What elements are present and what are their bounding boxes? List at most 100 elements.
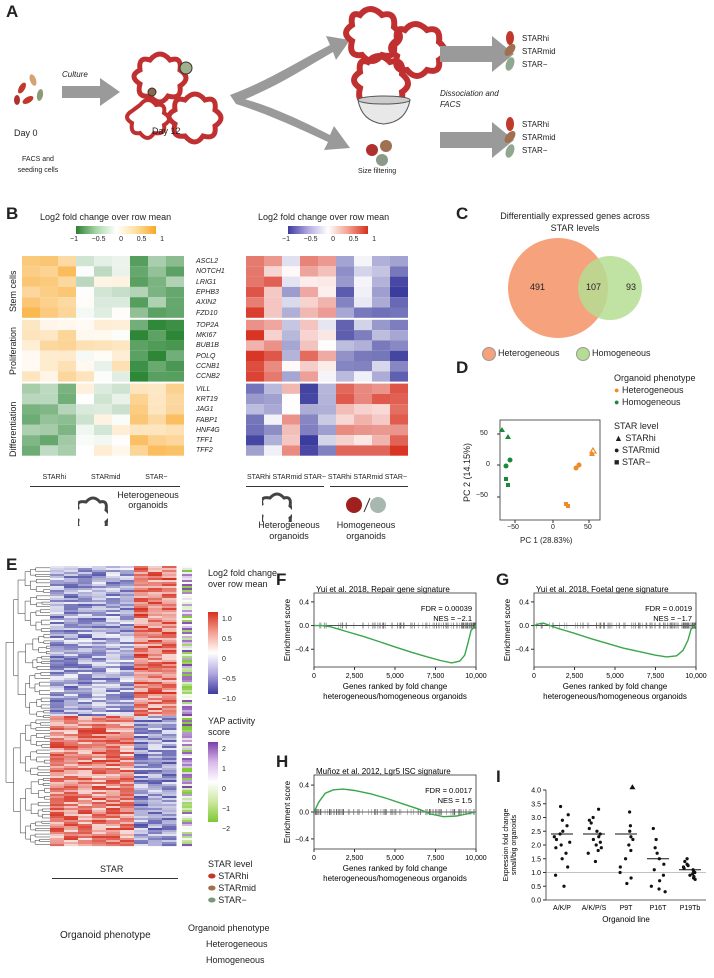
heatmap-e-row <box>78 700 93 703</box>
heatmap-cell <box>300 414 318 425</box>
heatmap-e-row <box>148 700 163 703</box>
heatmap-e-row <box>50 582 65 585</box>
heatmap-e-row <box>50 626 65 629</box>
e-pheno-legend: Organoid phenotype Heterogeneous Homogen… <box>188 923 270 965</box>
heatmap-e-row <box>134 678 149 681</box>
heatmap-e-row <box>106 734 121 737</box>
heatmap-cell <box>264 256 282 267</box>
yap-cell <box>182 676 192 679</box>
heatmap-e-row <box>92 670 107 673</box>
heatmap-e-row <box>148 758 163 761</box>
heatmap-e-row <box>120 610 135 613</box>
yap-cell <box>182 632 192 635</box>
heatmap-e-row <box>148 732 163 735</box>
heatmap-e-row <box>78 654 93 657</box>
heatmap-e-row <box>162 746 177 749</box>
heatmap-cell <box>94 307 112 318</box>
left-caption: Heterogeneous organoids <box>117 490 179 510</box>
heatmap-cell <box>300 319 318 331</box>
heatmap-cell <box>372 371 390 382</box>
heatmap-e-row <box>134 604 149 607</box>
heatmap-e-row <box>92 612 107 615</box>
heatmap-cell <box>318 266 336 277</box>
heatmap-e-row <box>134 740 149 743</box>
heatmap-cell <box>282 340 300 351</box>
heatmap-e-row <box>148 762 163 765</box>
heatmap-e-row <box>134 756 149 759</box>
heatmap-e-row <box>50 584 65 587</box>
heatmap-e-row <box>92 594 107 597</box>
heatmap-e-row <box>134 722 149 725</box>
heatmap-e-row <box>134 792 149 795</box>
heatmap-e-row <box>162 680 177 683</box>
heatmap-e-row <box>148 792 163 795</box>
data-point <box>623 857 628 861</box>
heatmap-e-row <box>134 608 149 611</box>
heatmap-e-row <box>64 588 79 591</box>
heatmap-e-row <box>134 582 149 585</box>
x-tick-label: 7,500 <box>427 673 445 680</box>
chart-title: Muñoz et al. 2012, Lgr5 ISC signature <box>316 767 451 776</box>
legend-het-swatch <box>482 347 496 361</box>
heatmap-cell <box>40 266 58 277</box>
gene-label: MKI67 <box>196 332 217 340</box>
heatmap-e-row <box>78 742 93 745</box>
chart-title: Yui et al. 2018, Repair gene signature <box>316 585 450 594</box>
heatmap-e-row <box>134 702 149 705</box>
heatmap-e-row <box>120 800 135 803</box>
heatmap-cell <box>264 435 282 446</box>
data-point <box>595 829 599 833</box>
heatmap-e-row <box>162 628 177 631</box>
heatmap-e-row <box>78 806 93 809</box>
heatmap-e-row <box>148 768 163 771</box>
heatmap-e-row <box>64 666 79 669</box>
heatmap-e-row <box>148 636 163 639</box>
x-tick-label: 2,500 <box>346 855 364 862</box>
heatmap-e-row <box>120 640 135 643</box>
heatmap-cell <box>22 307 40 318</box>
heatmap-e-row <box>92 642 107 645</box>
x-tick-label: 2,500 <box>346 673 364 680</box>
heatmap-cell <box>112 256 130 267</box>
data-point <box>652 868 656 872</box>
heatmap-e-row <box>120 780 135 783</box>
yap-cell <box>182 586 192 589</box>
heatmap-e-row <box>134 598 149 601</box>
e-x-phenotype: Organoid phenotype <box>60 930 151 941</box>
heatmap-e-row <box>120 718 135 721</box>
heatmap-cell <box>300 404 318 415</box>
heatmap-cell <box>58 371 76 382</box>
heatmap-e-row <box>148 638 163 641</box>
heatmap-e-row <box>64 780 79 783</box>
data-point <box>568 840 572 844</box>
heatmap-e-row <box>148 734 163 737</box>
heatmap-e-row <box>148 644 163 647</box>
heatmap-cell <box>130 319 148 331</box>
branch-arrow-up <box>230 36 350 102</box>
yap-cell <box>182 792 192 795</box>
heatmap-e-row <box>120 580 135 583</box>
heatmap-cell <box>246 435 264 446</box>
heatmap-e-row <box>64 690 79 693</box>
heatmap-e-row <box>92 778 107 781</box>
heatmap-e-row <box>134 720 149 723</box>
heatmap-e-row <box>64 576 79 579</box>
heatmap-e-row <box>92 840 107 843</box>
heatmap-e-row <box>134 784 149 787</box>
legend-het-label: Heterogeneous <box>498 348 560 358</box>
yap-cell <box>182 840 192 843</box>
heatmap-e-row <box>162 838 177 841</box>
heatmap-cell <box>318 350 336 361</box>
heatmap-e-row <box>134 802 149 805</box>
heatmap-e-row <box>50 688 65 691</box>
heatmap-e-row <box>92 798 107 801</box>
heatmap-e-row <box>50 722 65 725</box>
pca-point <box>506 483 510 487</box>
heatmap-e-row <box>64 608 79 611</box>
pca-legend: Organoid phenotype ● Heterogeneous ● Hom… <box>614 373 696 467</box>
yap-cell <box>182 702 192 705</box>
heatmap-e-row <box>106 680 121 683</box>
heatmap-e-row <box>92 720 107 723</box>
data-point <box>560 857 564 861</box>
heatmap-e-row <box>134 570 149 573</box>
